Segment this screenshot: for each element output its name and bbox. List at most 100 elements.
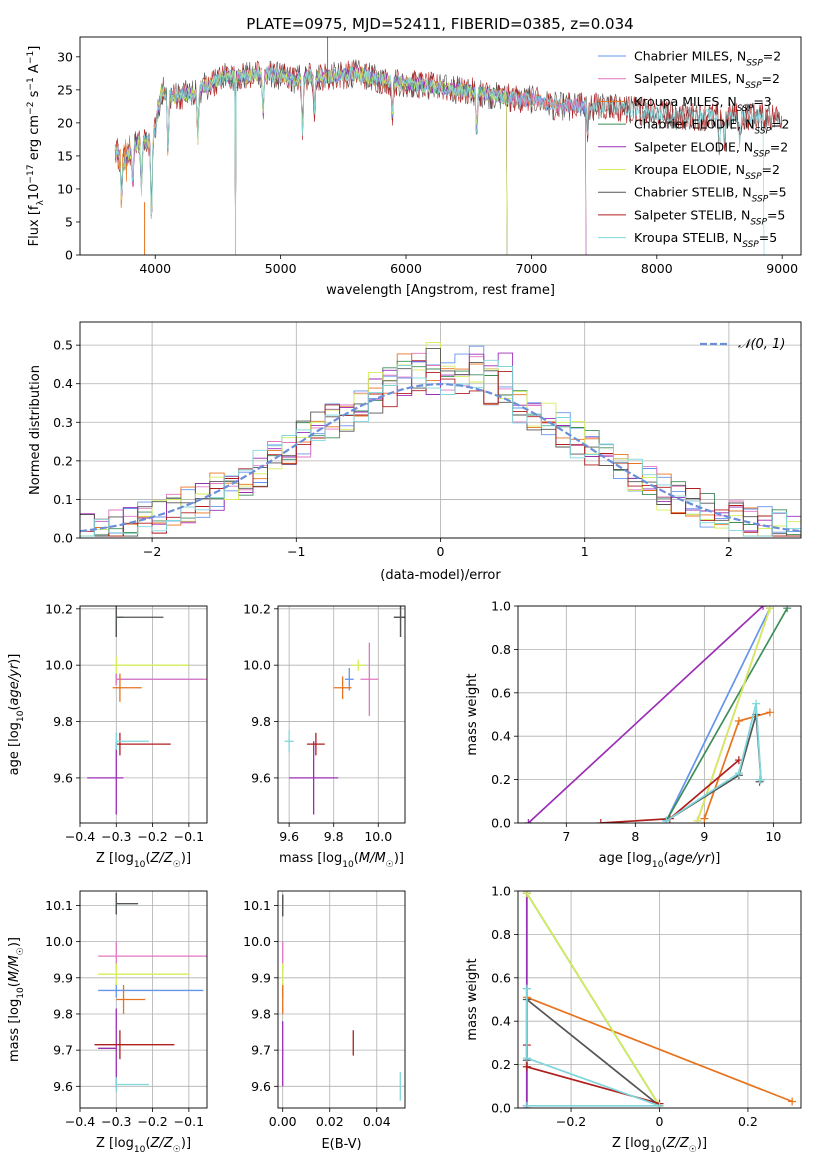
age-vs-mass-point [344,668,354,691]
massweight-vs-Z-plot-area [522,891,797,1108]
series-line [525,997,661,1107]
series-marker [765,708,774,717]
age-vs-mass-ytick-label: 9.8 [251,714,271,729]
age-vs-mass-plot-area [284,606,405,815]
massweight-vs-Z-series-kroupa-elodie [522,891,664,1108]
mass-vs-Z-xtick-label: −0.3 [101,1114,131,1129]
massweight-vs-age-xtick-label: 7 [562,829,570,844]
residuals-plot-area [80,342,801,537]
age-vs-Z-xlabel: Z [log10(Z/Z☉)] [96,851,191,870]
massweight-vs-age-xtick-label: 8 [631,829,639,844]
series-marker [734,769,743,778]
mass-vs-Z-axes: −0.4 −0.3 −0.2 −0.1 9.6 9.7 9.8 9.9 10.0 10.1 [45,890,208,1129]
mass-vs-Z-point [116,985,146,1014]
age-vs-mass-axes: 9.6 9.8 10.0 9.6 9.8 10.0 10.2 [243,601,406,844]
mass-vs-EBV-ytick-label: 9.9 [251,970,271,985]
age-vs-mass-point [360,642,379,716]
spectrum-xtick-label: 8000 [641,261,673,276]
series-line [527,606,764,823]
residuals-xtick-label: −2 [143,544,161,559]
mass-vs-EBV-plot-area [282,894,401,1101]
spectrum-axes: 4000 5000 6000 7000 8000 9000 0 5 10 15 20 25 30 [57,36,802,276]
series-marker [759,606,768,610]
massweight-vs-age-ytick-label: 1.0 [491,599,511,614]
massweight-vs-age-series-salpeter-stelib [596,756,743,823]
mass-vs-Z-ytick-label: 9.7 [53,1043,73,1058]
mass-vs-EBV-ytick-label: 9.8 [251,1006,271,1021]
spectrum-ytick-label: 25 [57,82,73,97]
age-vs-mass-ytick-label: 10.0 [243,658,271,673]
massweight-vs-age-ytick-label: 0.6 [491,685,511,700]
mass-vs-Z-ytick-label: 9.8 [53,1006,73,1021]
residuals-normal-curve [80,382,801,533]
series-line [665,607,771,822]
spectrum-series-chabrier-elodie [114,66,508,255]
age-vs-Z-xtick-label: −0.3 [101,829,131,844]
age-vs-Z-xtick-label: −0.1 [174,829,204,844]
age-vs-Z-frame [79,605,208,824]
series-marker [783,606,792,613]
age-vs-Z-ytick-label: 10.2 [45,601,73,616]
mass-vs-EBV-ytick-label: 9.6 [251,1079,271,1094]
massweight-vs-age-frame [517,605,802,824]
residuals-legend: 𝒩(0, 1) [700,337,785,352]
legend-label: 𝒩(0, 1) [738,337,785,352]
mass-vs-Z-plot-area [94,892,207,1092]
residuals-ytick-label: 0.0 [53,531,73,546]
series-marker [655,1101,664,1108]
series-marker [788,1097,797,1106]
mass-vs-EBV-xlabel: E(B-V) [321,1137,361,1152]
series-marker [522,891,531,898]
age-vs-Z-point [112,656,189,674]
age-vs-mass-ytick-label: 10.2 [243,601,271,616]
mass-vs-EBV-xtick-label: 0.04 [363,1114,391,1129]
mass-vs-Z-point [94,1030,175,1060]
spectrum-xtick-label: 4000 [139,261,171,276]
legend-label: Chabrier STELIB, NSSP=5 [634,185,787,205]
mass-vs-Z-xlabel: Z [log10(Z/Z☉)] [96,1136,191,1155]
mass-vs-Z-ytick-label: 9.9 [53,970,73,985]
mass-vs-Z-ytick-label: 10.1 [45,898,73,913]
massweight-vs-Z-ytick-label: 1.0 [491,884,511,899]
mass-vs-Z-point [98,983,204,998]
mass-vs-Z-ylabel: mass [log10(M/M☉)] [7,937,26,1062]
residuals-ytick-label: 0.4 [53,376,73,391]
age-vs-mass-point [333,676,352,699]
massweight-vs-age-series-salpeter-elodie [524,606,768,823]
series-marker [522,1062,531,1071]
mass-vs-Z-xtick-label: −0.4 [65,1114,95,1129]
massweight-vs-Z-ytick-label: 0.8 [491,927,511,942]
residuals-xtick-label: 0 [437,544,445,559]
legend-label: Chabrier ELODIE, NSSP=2 [634,117,789,137]
mass-vs-Z-xtick-label: −0.2 [137,1114,167,1129]
series-marker [662,816,671,823]
age-vs-Z-xtick-label: −0.4 [65,829,95,844]
age-vs-mass-point [306,732,325,756]
massweight-vs-age-ytick-label: 0.2 [491,772,511,787]
series-marker [522,984,531,993]
legend-label: Chabrier MILES, NSSP=2 [634,49,781,69]
massweight-vs-age-ylabel: mass weight [465,673,480,755]
age-vs-mass-ytick-label: 9.6 [251,770,271,785]
mass-vs-Z-point [115,1077,149,1092]
age-vs-Z-axes: −0.4 −0.3 −0.2 −0.1 9.6 9.8 10.0 10.2 [45,601,208,844]
residuals-ytick-label: 0.5 [53,338,73,353]
series-marker [752,699,761,708]
mass-vs-Z-point [98,963,189,986]
residuals-xlabel: (data-model)/error [380,568,501,583]
mass-vs-EBV-ytick-label: 10.1 [243,898,271,913]
spectrum-ytick-label: 0 [65,248,73,263]
mass-vs-EBV-ytick-label: 10.0 [243,934,271,949]
series-marker [596,819,605,823]
residuals-ylabel: Normed distribution [28,365,43,495]
massweight-vs-age-series-kroupa-miles [700,708,774,823]
spectrum-xtick-label: 5000 [265,261,297,276]
spectrum-ylabel-text: Flux [fλ10−17 erg cm−2 s−1 A−1] [26,46,46,247]
age-vs-mass-point [351,659,365,671]
massweight-vs-Z-xtick-label: 0 [656,1114,664,1129]
series-marker [734,717,743,726]
massweight-vs-Z-frame [517,890,802,1109]
mass-vs-Z-xtick-label: −0.1 [174,1114,204,1129]
age-vs-Z-point [87,741,124,815]
